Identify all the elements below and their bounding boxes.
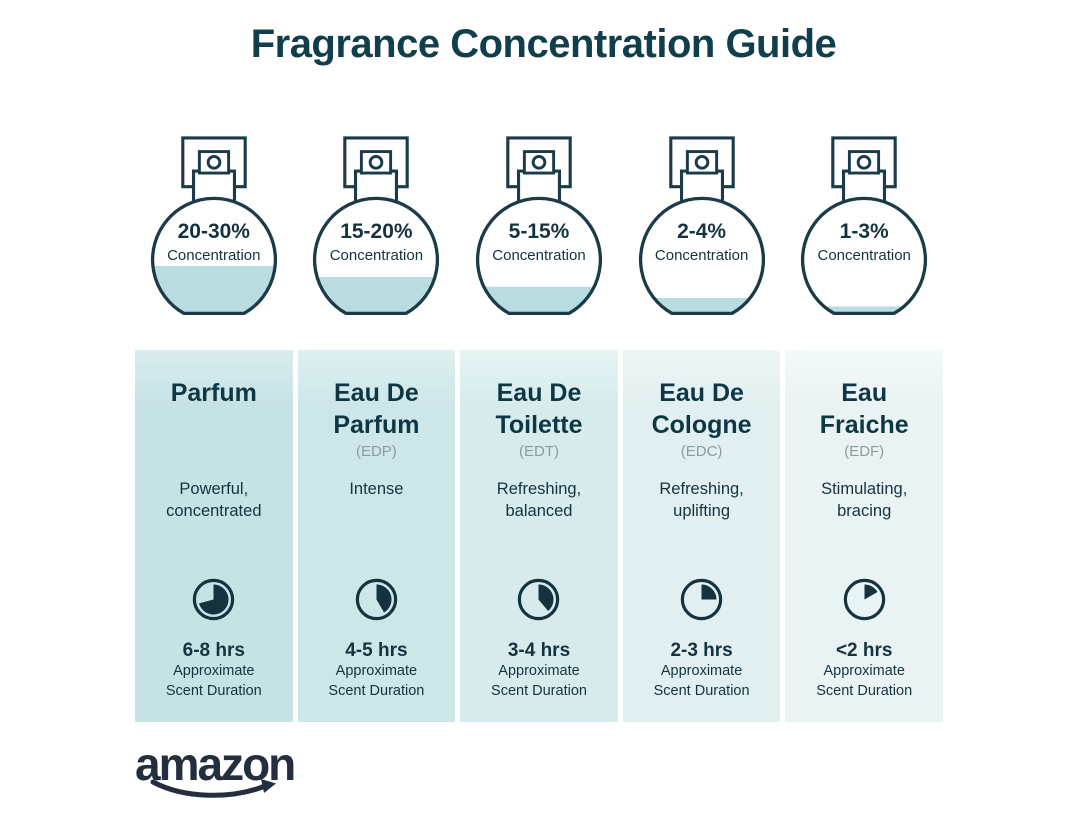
fragrance-type-abbr: (EDF) xyxy=(844,443,885,460)
fragrance-type-abbr: (EDC) xyxy=(680,443,723,460)
duration-caption: Approximate Scent Duration xyxy=(165,663,262,699)
duration-value: 6-8 hrs xyxy=(182,640,245,661)
scent-duration-clock-icon xyxy=(842,577,887,622)
fragrance-column-eau-fraiche: Eau Fraiche (EDF) Stimulating, bracing <… xyxy=(785,350,943,722)
duration-value: 4-5 hrs xyxy=(345,640,408,661)
fragrance-type-name: Eau Fraiche xyxy=(819,379,909,439)
perfume-bottle-eau-de-toilette: 5-15% Concentration xyxy=(460,136,618,334)
fragrance-description: Stimulating, bracing xyxy=(821,480,908,520)
page-title: Fragrance Concentration Guide xyxy=(250,22,837,66)
perfume-bottle-icon xyxy=(624,136,780,334)
scent-duration-clock-icon xyxy=(679,577,724,622)
fragrance-type-name: Parfum xyxy=(170,379,257,407)
duration-value: 3-4 hrs xyxy=(507,640,571,661)
fragrance-column-parfum: Parfum Powerful, concentrated 6-8 hrs Ap… xyxy=(135,350,293,722)
perfume-bottle-eau-de-cologne: 2-4% Concentration xyxy=(623,136,781,334)
fragrance-column-eau-de-parfum: Eau De Parfum (EDP) Intense 4-5 hrs Appr… xyxy=(297,350,456,722)
fragrance-description: Powerful, concentrated xyxy=(166,480,262,520)
fragrance-type-name: Eau De Cologne xyxy=(651,379,752,439)
scent-duration-clock-icon xyxy=(516,577,561,622)
perfume-bottle-icon xyxy=(786,136,942,334)
bottles-row: 20-30% Concentration 15-20% Concentratio… xyxy=(135,136,943,334)
fragrance-type-abbr: (EDP) xyxy=(355,443,397,460)
columns-row: Parfum Powerful, concentrated 6-8 hrs Ap… xyxy=(135,350,943,722)
fragrance-column-eau-de-toilette: Eau De Toilette (EDT) Refreshing, balanc… xyxy=(460,350,618,722)
perfume-bottle-icon xyxy=(136,136,292,334)
perfume-bottle-eau-fraiche: 1-3% Concentration xyxy=(785,136,943,334)
duration-caption: Approximate Scent Duration xyxy=(328,663,425,699)
fragrance-description: Refreshing, balanced xyxy=(496,480,582,520)
scent-duration-clock-icon xyxy=(191,577,236,622)
fragrance-column-eau-de-cologne: Eau De Cologne (EDC) Refreshing, uplifti… xyxy=(622,350,781,722)
fragrance-type-abbr: (EDT) xyxy=(518,443,559,460)
fragrance-type-name: Eau De Parfum xyxy=(333,379,420,439)
duration-caption: Approximate Scent Duration xyxy=(816,663,913,699)
fragrance-description: Intense xyxy=(349,480,404,498)
fragrance-description: Refreshing, uplifting xyxy=(659,480,744,520)
perfume-bottle-eau-de-parfum: 15-20% Concentration xyxy=(298,136,456,334)
perfume-bottle-icon xyxy=(298,136,454,334)
amazon-logo: amazon xyxy=(135,738,296,804)
fragrance-type-name: Eau De Toilette xyxy=(495,379,583,439)
amazon-smile-arrow-icon xyxy=(150,779,276,798)
perfume-bottle-icon xyxy=(461,136,617,334)
scent-duration-clock-icon xyxy=(354,577,399,622)
duration-value: 2-3 hrs xyxy=(670,640,733,661)
duration-value: <2 hrs xyxy=(835,640,893,661)
duration-caption: Approximate Scent Duration xyxy=(653,663,750,699)
duration-caption: Approximate Scent Duration xyxy=(491,663,587,699)
amazon-logo-text: amazon xyxy=(135,738,296,790)
perfume-bottle-parfum: 20-30% Concentration xyxy=(135,136,293,334)
